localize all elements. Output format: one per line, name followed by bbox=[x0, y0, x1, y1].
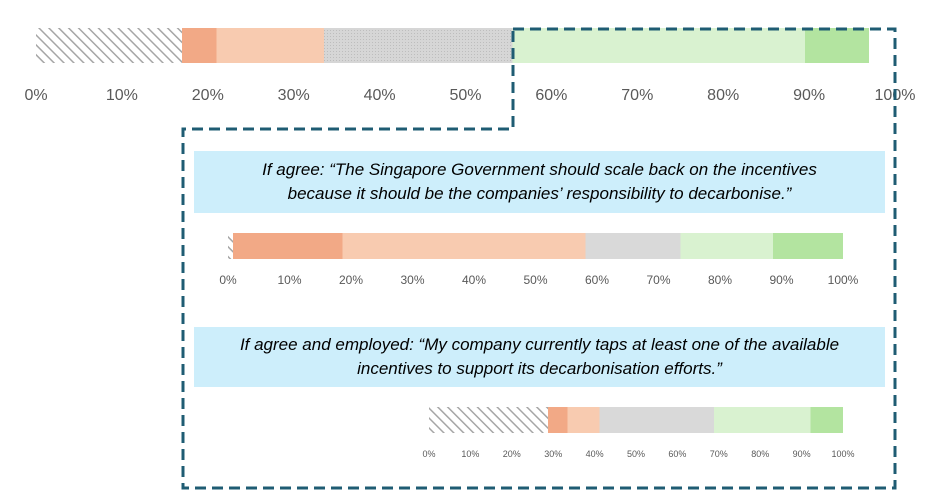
bar-segment-agree-strong bbox=[232, 233, 343, 259]
x-tick-label: 30% bbox=[544, 449, 562, 459]
x-tick-label: 30% bbox=[400, 273, 424, 287]
x-tick-label: 90% bbox=[793, 87, 825, 104]
x-tick-label: 90% bbox=[793, 449, 811, 459]
x-tick-label: 70% bbox=[646, 273, 670, 287]
bar-segment-strongly-disagree bbox=[804, 28, 870, 63]
bar-segment-neutral bbox=[585, 233, 681, 259]
x-tick-label: 90% bbox=[769, 273, 793, 287]
bar-segment-hatch bbox=[429, 407, 549, 433]
x-tick-label: 60% bbox=[668, 449, 686, 459]
x-tick-label: 40% bbox=[462, 273, 486, 287]
chart-company-taps-bar: 0% 10% 20% 30% 40% 50% 60% 70% 80% 90% 100% bbox=[422, 407, 855, 459]
callout-1-line-2: because it should be the companies’ resp… bbox=[287, 184, 792, 203]
bar-segment-agree-strong bbox=[182, 28, 217, 63]
bar-segment-strongly-disagree bbox=[772, 233, 843, 259]
x-tick-label: 100% bbox=[828, 273, 859, 287]
x-tick-label: 100% bbox=[831, 449, 854, 459]
bar-segment-disagree bbox=[680, 233, 773, 259]
x-tick-label: 10% bbox=[106, 87, 138, 104]
callout-company-taps-incentives: If agree and employed: “My company curre… bbox=[194, 327, 885, 387]
x-tick-label: 80% bbox=[708, 273, 732, 287]
bar-segment-disagree bbox=[512, 28, 805, 63]
x-tick-label: 60% bbox=[585, 273, 609, 287]
x-tick-label: 0% bbox=[422, 449, 435, 459]
x-tick-label: 20% bbox=[339, 273, 363, 287]
x-tick-label: 80% bbox=[707, 87, 739, 104]
x-tick-label: 10% bbox=[461, 449, 479, 459]
chart-main-bar: 0% 10% 20% 30% 40% 50% 60% 70% 80% 90% 100% bbox=[24, 28, 915, 104]
callout-2-line-1: If agree and employed: “My company curre… bbox=[239, 335, 840, 354]
x-tick-label: 70% bbox=[710, 449, 728, 459]
x-tick-label: 0% bbox=[24, 87, 47, 104]
x-tick-label: 80% bbox=[751, 449, 769, 459]
callout-1-line-1: If agree: “The Singapore Government shou… bbox=[262, 160, 817, 179]
x-tick-label: 10% bbox=[277, 273, 301, 287]
x-tick-label: 60% bbox=[535, 87, 567, 104]
x-tick-label: 30% bbox=[278, 87, 310, 104]
bar-segment-hatch bbox=[228, 233, 233, 259]
bar-segment-agree bbox=[216, 28, 324, 63]
bar-segment-neutral bbox=[323, 28, 513, 63]
bar-segment-agree bbox=[567, 407, 600, 433]
dashed-callout-outline bbox=[181, 27, 897, 490]
x-tick-label: 50% bbox=[449, 87, 481, 104]
bar-segment-neutral bbox=[599, 407, 714, 433]
chart-scale-back-bar: 0% 10% 20% 30% 40% 50% 60% 70% 80% 90% 100% bbox=[219, 233, 859, 287]
bar-segment-agree-strong bbox=[548, 407, 568, 433]
x-tick-label: 40% bbox=[586, 449, 604, 459]
callout-2-line-2: incentives to support its decarbonisatio… bbox=[357, 359, 722, 378]
x-tick-label: 50% bbox=[523, 273, 547, 287]
bar-segment-strongly-disagree bbox=[810, 407, 843, 433]
x-tick-label: 20% bbox=[503, 449, 521, 459]
callout-scale-back-incentives: If agree: “The Singapore Government shou… bbox=[194, 151, 885, 213]
bar-segment-agree bbox=[342, 233, 586, 259]
bar-segment-hatch bbox=[36, 28, 183, 63]
x-tick-label: 20% bbox=[192, 87, 224, 104]
x-tick-label: 40% bbox=[364, 87, 396, 104]
bar-segment-disagree bbox=[713, 407, 811, 433]
x-tick-label: 50% bbox=[627, 449, 645, 459]
x-tick-label: 0% bbox=[219, 273, 237, 287]
x-tick-label: 70% bbox=[621, 87, 653, 104]
